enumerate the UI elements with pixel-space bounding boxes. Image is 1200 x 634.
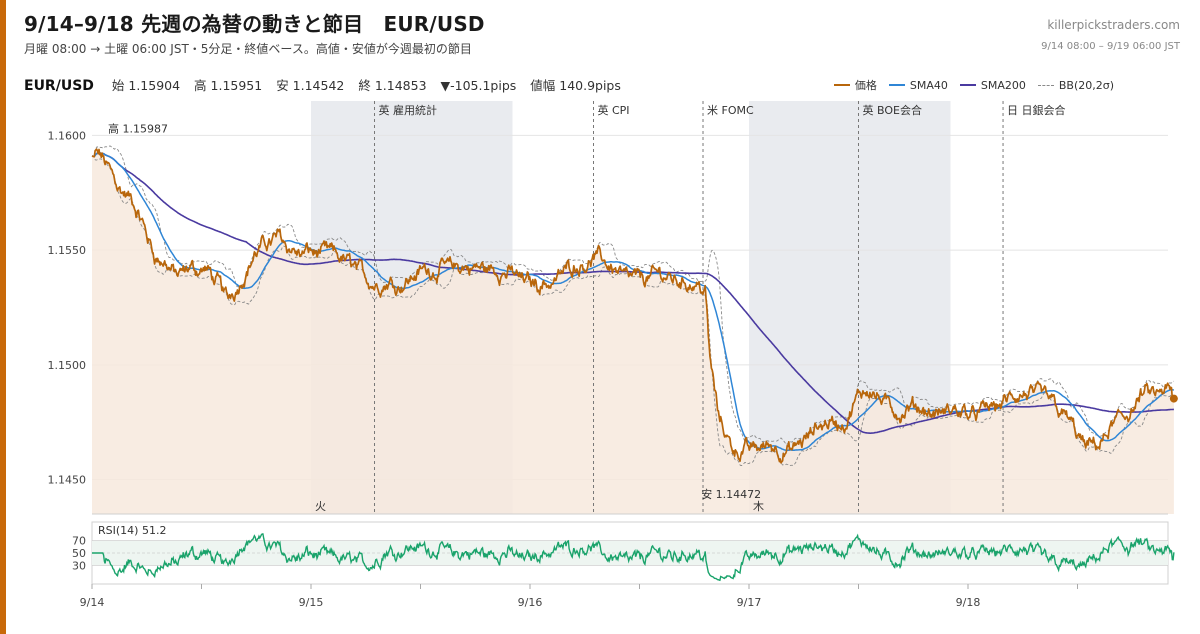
price-tick-label: 1.1500 xyxy=(48,359,87,372)
event-label: 英 BOE会合 xyxy=(863,103,922,117)
event-label: 英 CPI xyxy=(598,103,630,117)
stat-change: ▼-105.1pips xyxy=(440,78,517,93)
event-label: 米 FOMC xyxy=(707,104,754,117)
bollinger-upper-line xyxy=(91,145,1175,446)
time-axis: 9/14 9/15 9/16 9/17 9/18 xyxy=(80,584,1078,609)
date-range: 9/14 08:00 – 9/19 06:00 JST xyxy=(1041,41,1180,52)
accent-bar xyxy=(0,0,6,634)
legend-price[interactable]: 価格 xyxy=(833,77,877,93)
high-annotation: 高 1.15987 xyxy=(108,121,168,135)
chart-legend: 価格 SMA40 SMA200 BB(20,2σ) xyxy=(833,77,1114,93)
time-tick-label: 9/17 xyxy=(737,596,762,609)
legend-bb[interactable]: BB(20,2σ) xyxy=(1037,79,1114,92)
stat-close: 終 1.14853 xyxy=(358,78,427,93)
legend-sma40[interactable]: SMA40 xyxy=(888,79,948,92)
price-line xyxy=(91,148,1175,464)
currency-pair: EUR/USD xyxy=(24,78,94,94)
rsi-tick-label: 50 xyxy=(72,547,86,560)
stat-open: 始 1.15904 xyxy=(111,78,181,93)
weekday-marks: 火木 xyxy=(315,500,764,513)
weekday-mark: 木 xyxy=(753,500,764,513)
event-label: 英 雇用統計 xyxy=(379,103,438,117)
time-tick-label: 9/14 xyxy=(80,596,105,609)
price-tick-label: 1.1450 xyxy=(48,474,87,487)
price-stats: EUR/USD 始 1.15904 高 1.15951 安 1.14542 終 … xyxy=(24,75,631,94)
sma40-line xyxy=(91,152,1174,452)
price-axis-ticks: 1.1600 1.1550 1.1500 1.1450 xyxy=(48,129,87,486)
legend-sma200[interactable]: SMA200 xyxy=(959,79,1026,92)
bollinger-lower-line xyxy=(91,155,1175,466)
rsi-line xyxy=(92,533,1175,582)
price-area-fill xyxy=(92,149,1174,514)
price-tick-label: 1.1600 xyxy=(48,129,87,142)
time-tick-label: 9/16 xyxy=(518,596,543,609)
last-price-dot[interactable] xyxy=(1169,394,1178,403)
page-title: 9/14–9/18 先週の為替の動きと節目 EUR/USD xyxy=(24,12,485,36)
stat-high: 高 1.15951 xyxy=(194,78,263,93)
time-tick-label: 9/18 xyxy=(956,596,981,609)
rsi-label: RSI(14) 51.2 xyxy=(98,524,166,537)
time-tick-label: 9/15 xyxy=(299,596,324,609)
rsi-tick-label: 70 xyxy=(72,535,86,548)
low-annotation: 安 1.14472 xyxy=(701,487,761,501)
stat-range: 値幅 140.9pips xyxy=(530,78,621,93)
high-low-annotations: 高 1.15987 安 1.14472 xyxy=(108,121,761,501)
price-tick-label: 1.1550 xyxy=(48,244,87,257)
page-subtitle: 月曜 08:00 → 土曜 06:00 JST・5分足・終値ベース。高値・安値が… xyxy=(24,42,472,56)
site-name[interactable]: killerpickstraders.com xyxy=(1047,18,1180,32)
stat-low: 安 1.14542 xyxy=(276,78,345,93)
event-markers: 英 雇用統計 英 CPI 米 FOMC 英 BOE会合 日 日銀会合 xyxy=(374,101,1066,514)
rsi-tick-label: 30 xyxy=(72,559,86,572)
event-label: 日 日銀会合 xyxy=(1007,103,1066,117)
weekday-mark: 火 xyxy=(315,500,326,513)
